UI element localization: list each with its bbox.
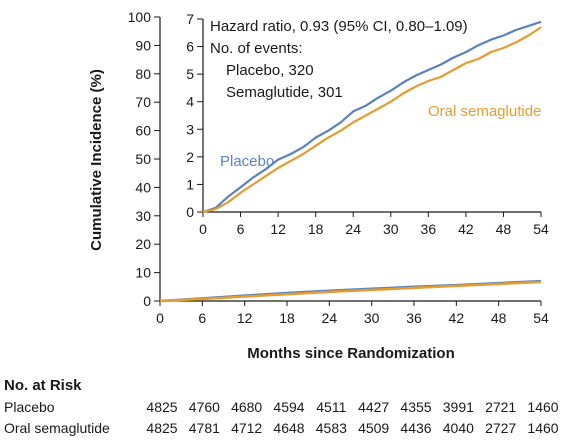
main-y-tick-label: 10 — [135, 265, 151, 281]
at-risk-values: 4825 4760 4680 4594 4511 4427 4355 3991 2721 1460… — [146, 399, 558, 436]
main-x-tick-label: 48 — [491, 310, 507, 326]
at-risk-cell: 4648 — [273, 420, 304, 436]
main-x-tick-label: 54 — [533, 310, 549, 326]
inset-y-tick-label: 5 — [186, 66, 194, 82]
events-heading-text: No. of events: — [210, 40, 303, 57]
inset-y-tick-label: 4 — [186, 94, 194, 110]
inset-x-tick-label: 18 — [308, 221, 324, 237]
at-risk-cell: 4781 — [189, 420, 220, 436]
main-y-axis-label: Cumulative Incidence (%) — [88, 69, 105, 251]
placebo-series-label: Placebo — [220, 153, 274, 170]
inset-x-tick-label: 24 — [345, 221, 361, 237]
at-risk-cell: 4436 — [400, 420, 431, 436]
main-x-tick-label: 0 — [156, 310, 164, 326]
inset-x-tick-label: 48 — [496, 221, 512, 237]
main-y-tick-label: 80 — [135, 66, 151, 82]
inset-series-lines — [202, 20, 542, 214]
main-y-tick-label: 30 — [135, 208, 151, 224]
at-risk-cell: 4427 — [358, 399, 389, 415]
main-x-tick-label: 6 — [198, 310, 206, 326]
main-y-tick-label: 40 — [135, 179, 151, 195]
main-x-tick-label: 36 — [406, 310, 422, 326]
inset-x-tick-label: 54 — [533, 221, 549, 237]
inset-y-tick-label: 0 — [186, 204, 194, 220]
at-risk-cell: 3991 — [443, 399, 474, 415]
at-risk-cell: 4583 — [316, 420, 347, 436]
at-risk-cell: 4511 — [316, 399, 346, 415]
main-x-tick-label: 24 — [322, 310, 338, 326]
inset-y-tick-label: 2 — [186, 149, 194, 165]
at-risk-cell: 4509 — [358, 420, 389, 436]
main-x-tick-label: 30 — [364, 310, 380, 326]
inset-y-tick-label: 7 — [186, 11, 194, 27]
main-y-tick-label: 60 — [135, 123, 151, 139]
at-risk-cell: 4040 — [443, 420, 474, 436]
at-risk-cell: 2727 — [485, 420, 516, 436]
at-risk-title: No. at Risk — [4, 377, 82, 394]
semaglutide-events-text: Semaglutide, 301 — [226, 84, 343, 101]
main-y-tick-label: 100 — [128, 9, 152, 25]
inset-y-tick-label: 3 — [186, 121, 194, 137]
at-risk-cell: 4825 — [146, 420, 177, 436]
main-y-tick-label: 70 — [135, 94, 151, 110]
at-risk-row-label-placebo: Placebo — [4, 399, 55, 415]
at-risk-cell: 1460 — [527, 399, 558, 415]
at-risk-table: No. at Risk Placebo Oral semaglutide 482… — [4, 377, 559, 436]
inset-x-tick-label: 0 — [199, 221, 207, 237]
inset-y-tick-label: 6 — [186, 39, 194, 55]
at-risk-cell: 4680 — [231, 399, 262, 415]
at-risk-cell: 4594 — [273, 399, 304, 415]
inset-x-tick-label: 30 — [383, 221, 399, 237]
inset-y-tick-label: 1 — [186, 176, 194, 192]
main-x-tick-label: 42 — [449, 310, 465, 326]
main-line-oral-semaglutide — [159, 280, 542, 303]
main-series-lines — [159, 279, 542, 303]
at-risk-cell: 2721 — [485, 399, 516, 415]
at-risk-cell: 4825 — [146, 399, 177, 415]
placebo-events-text: Placebo, 320 — [226, 62, 314, 79]
main-y-tick-label: 50 — [135, 151, 151, 167]
inset-x-tick-label: 42 — [458, 221, 474, 237]
main-x-tick-label: 18 — [279, 310, 295, 326]
at-risk-cell: 4760 — [189, 399, 220, 415]
inset-x-tick-label: 6 — [237, 221, 245, 237]
inset-x-tick-label: 36 — [421, 221, 437, 237]
inset-line-oral-semaglutide — [202, 26, 542, 214]
at-risk-cell: 4355 — [400, 399, 431, 415]
main-y-tick-label: 0 — [143, 293, 151, 309]
main-y-tick-label: 90 — [135, 37, 151, 53]
main-x-tick-label: 12 — [237, 310, 253, 326]
hazard-ratio-text: Hazard ratio, 0.93 (95% CI, 0.80–1.09) — [210, 18, 468, 35]
inset-annotation: Hazard ratio, 0.93 (95% CI, 0.80–1.09) N… — [210, 18, 468, 101]
inset-x-tick-label: 12 — [270, 221, 286, 237]
semaglutide-series-label: Oral semaglutide — [428, 103, 541, 120]
main-y-tick-label: 20 — [135, 236, 151, 252]
inset-line-placebo — [202, 20, 542, 214]
at-risk-cell: 1460 — [527, 420, 558, 436]
at-risk-cell: 4712 — [231, 420, 262, 436]
at-risk-row-label-semaglutide: Oral semaglutide — [4, 420, 110, 436]
main-x-axis-label: Months since Randomization — [247, 345, 455, 362]
